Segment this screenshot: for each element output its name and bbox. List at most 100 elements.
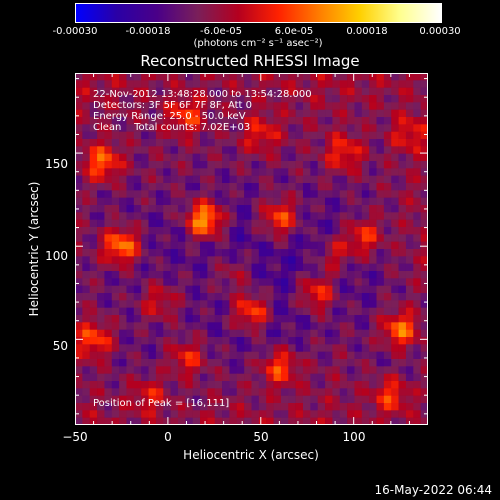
heatmap-cell — [207, 131, 216, 140]
heatmap-cell — [258, 351, 267, 360]
heatmap-cell — [163, 329, 171, 338]
heatmap-cell — [383, 293, 392, 301]
heatmap-cell — [119, 307, 127, 316]
heatmap-cell — [273, 395, 282, 404]
heatmap-cell — [75, 329, 83, 338]
heatmap-cell — [258, 300, 267, 308]
heatmap-cell — [332, 315, 341, 323]
heatmap-cell — [104, 410, 113, 418]
heatmap-cell — [89, 117, 98, 125]
heatmap-cell — [251, 403, 260, 411]
heatmap-cell — [420, 293, 428, 301]
heatmap-cell — [266, 219, 274, 228]
heatmap-cell — [185, 307, 193, 316]
heatmap-cell — [251, 131, 260, 140]
heatmap-cell — [111, 337, 120, 345]
heatmap-cell — [280, 212, 289, 220]
heatmap-cell — [119, 278, 127, 286]
heatmap-cell — [398, 146, 407, 154]
heatmap-cell — [133, 139, 142, 147]
heatmap-cell — [141, 388, 149, 396]
heatmap-cell — [258, 139, 267, 147]
heatmap-cell — [89, 183, 98, 191]
heatmap-cell — [185, 146, 193, 154]
heatmap-cell — [317, 190, 326, 198]
heatmap-cell — [383, 161, 392, 169]
heatmap-cell — [244, 241, 252, 250]
heatmap-cell — [413, 315, 421, 323]
heatmap-cell — [317, 73, 326, 81]
heatmap-cell — [207, 271, 216, 279]
heatmap-cell — [236, 388, 245, 396]
heatmap-cell — [229, 300, 238, 308]
heatmap-cell — [383, 205, 392, 213]
heatmap-cell — [369, 205, 377, 213]
heatmap-cell — [317, 124, 326, 132]
heatmap-cell — [273, 293, 282, 301]
heatmap-cell — [258, 234, 267, 242]
heatmap-cell — [141, 344, 149, 352]
heatmap-cell — [420, 190, 428, 198]
heatmap-cell — [288, 366, 296, 374]
heatmap-cell — [163, 256, 171, 264]
heatmap-cell — [258, 109, 267, 118]
heatmap-cell — [273, 197, 282, 206]
heatmap-cell — [420, 278, 428, 286]
heatmap-cell — [413, 410, 421, 418]
heatmap-cell — [369, 359, 377, 367]
heatmap-cell — [258, 175, 267, 184]
heatmap-cell — [170, 153, 179, 162]
heatmap-cell — [413, 329, 421, 338]
heatmap-cell — [177, 322, 186, 330]
heatmap-cell — [104, 344, 113, 352]
heatmap-cell — [317, 373, 326, 382]
heatmap-cell — [163, 227, 171, 235]
heatmap-cell — [75, 300, 83, 308]
heatmap-cell — [413, 373, 421, 382]
heatmap-cell — [82, 102, 90, 110]
heatmap-cell — [104, 403, 113, 411]
heatmap-cell — [288, 417, 296, 425]
heatmap-cell — [126, 241, 135, 250]
heatmap-cell — [141, 329, 149, 338]
heatmap-cell — [200, 241, 208, 250]
heatmap-cell — [163, 124, 171, 132]
x-tick-label: 100 — [342, 430, 366, 444]
heatmap-cell — [155, 344, 164, 352]
heatmap-cell — [302, 87, 311, 96]
heatmap-cell — [214, 278, 223, 286]
heatmap-cell — [398, 285, 407, 294]
heatmap-cell — [177, 351, 186, 360]
heatmap-cell — [141, 241, 149, 250]
heatmap-cell — [391, 307, 399, 316]
heatmap-cell — [75, 256, 83, 264]
heatmap-cell — [398, 300, 407, 308]
heatmap-cell — [420, 263, 428, 272]
heatmap-cell — [82, 241, 90, 250]
timestamp-footer: 16-May-2022 06:44 — [374, 483, 492, 497]
heatmap-cell — [398, 249, 407, 257]
heatmap-cell — [251, 337, 260, 345]
heatmap-cell — [354, 359, 363, 367]
heatmap-cell — [207, 109, 216, 118]
heatmap-cell — [133, 263, 142, 272]
heatmap-cell — [155, 227, 164, 235]
heatmap-cell — [214, 329, 223, 338]
heatmap-cell — [258, 285, 267, 294]
heatmap-cell — [317, 403, 326, 411]
heatmap-cell — [405, 227, 414, 235]
heatmap-cell — [288, 219, 296, 228]
heatmap-cell — [97, 146, 105, 154]
heatmap-cell — [155, 205, 164, 213]
heatmap-cell — [133, 131, 142, 140]
heatmap-cell — [339, 395, 348, 404]
heatmap-cell — [339, 293, 348, 301]
heatmap-cell — [236, 366, 245, 374]
heatmap-cell — [163, 153, 171, 162]
heatmap-cell — [207, 153, 216, 162]
heatmap-cell — [185, 95, 193, 103]
heatmap-cell — [347, 241, 355, 250]
heatmap-cell — [288, 183, 296, 191]
heatmap-cell — [361, 153, 370, 162]
heatmap-cell — [141, 322, 149, 330]
